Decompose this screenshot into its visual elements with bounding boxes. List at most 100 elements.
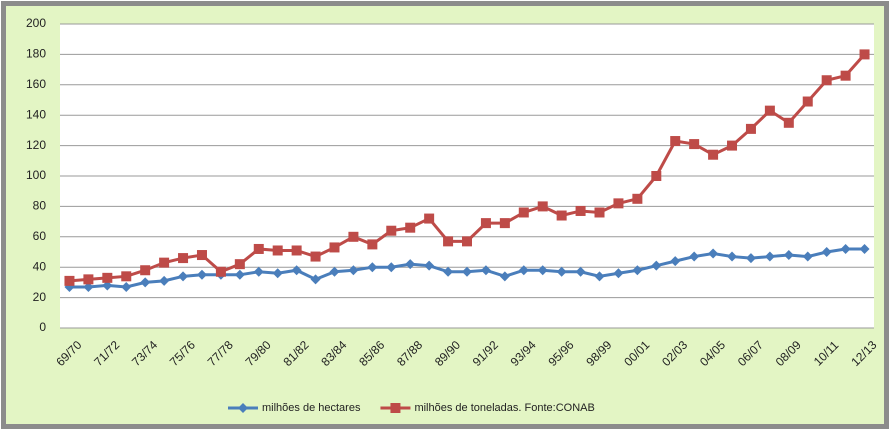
marker (443, 266, 454, 277)
y-tick-label: 0 (39, 320, 46, 334)
marker (196, 269, 207, 280)
marker (140, 265, 151, 276)
marker (102, 272, 113, 283)
marker (234, 259, 245, 270)
marker (840, 243, 851, 254)
marker (215, 266, 226, 277)
marker (253, 266, 264, 277)
marker (272, 268, 283, 279)
legend-marker (390, 403, 401, 413)
marker (632, 193, 643, 204)
y-tick-label: 180 (26, 47, 46, 61)
marker (708, 248, 719, 259)
marker (764, 251, 775, 262)
y-tick-label: 80 (33, 199, 47, 213)
marker (537, 201, 548, 212)
marker (386, 225, 397, 236)
marker (121, 281, 132, 292)
marker (462, 236, 472, 247)
marker (329, 242, 340, 253)
legend-label: milhões de hectares (262, 402, 361, 414)
marker (291, 265, 302, 276)
marker (859, 243, 870, 254)
y-tick-label: 20 (33, 290, 47, 304)
y-tick-label: 60 (33, 229, 47, 243)
marker (821, 247, 832, 257)
y-tick-label: 160 (26, 77, 46, 91)
marker (556, 266, 567, 277)
marker (594, 207, 605, 218)
marker (613, 198, 624, 209)
marker (196, 250, 207, 261)
marker (83, 281, 94, 292)
marker (632, 265, 643, 276)
marker (83, 274, 94, 285)
marker (613, 268, 624, 279)
legend-label: milhões de toneladas. Fonte:CONAB (414, 402, 594, 414)
legend-marker (238, 403, 248, 413)
y-tick-label: 40 (33, 259, 47, 273)
marker (121, 271, 132, 282)
marker (159, 257, 170, 268)
marker (405, 222, 416, 233)
marker (480, 218, 491, 229)
marker (480, 265, 491, 276)
marker (708, 149, 719, 160)
marker (727, 251, 738, 262)
marker (386, 262, 397, 273)
marker (556, 210, 567, 221)
marker (234, 269, 245, 280)
marker (140, 277, 151, 288)
marker (821, 75, 832, 86)
legend-item: milhões de hectares (228, 402, 361, 414)
marker (783, 117, 794, 128)
marker (802, 96, 813, 107)
marker (462, 266, 472, 277)
marker (802, 251, 813, 262)
marker (594, 271, 605, 282)
marker (764, 105, 775, 116)
marker (310, 251, 321, 262)
y-tick-label: 100 (26, 168, 46, 182)
y-tick-label: 200 (26, 16, 46, 30)
marker (178, 253, 189, 264)
marker (329, 266, 340, 277)
marker (405, 259, 416, 270)
marker (518, 265, 529, 276)
marker (310, 274, 321, 285)
marker (102, 280, 113, 291)
marker (424, 213, 435, 224)
marker (745, 123, 756, 134)
marker (367, 262, 378, 273)
y-tick-label: 140 (26, 107, 46, 121)
y-tick-label: 120 (26, 138, 46, 152)
marker (651, 260, 662, 271)
marker (859, 49, 870, 60)
marker (348, 265, 359, 276)
marker (727, 140, 738, 151)
marker (745, 253, 756, 264)
marker (178, 271, 189, 282)
marker (291, 245, 302, 256)
marker (253, 243, 264, 254)
marker (499, 218, 510, 229)
marker (272, 245, 283, 256)
marker (443, 236, 454, 247)
marker (689, 139, 700, 150)
marker (499, 271, 510, 282)
marker (689, 251, 700, 262)
marker (575, 205, 586, 216)
marker (64, 275, 75, 286)
marker (670, 136, 681, 147)
marker (424, 260, 435, 271)
marker (575, 266, 586, 277)
marker (367, 239, 378, 250)
marker (670, 256, 681, 267)
marker (783, 250, 794, 261)
marker (348, 231, 359, 242)
marker (518, 207, 529, 218)
legend-item: milhões de toneladas. Fonte:CONAB (380, 402, 595, 414)
marker (159, 275, 170, 286)
